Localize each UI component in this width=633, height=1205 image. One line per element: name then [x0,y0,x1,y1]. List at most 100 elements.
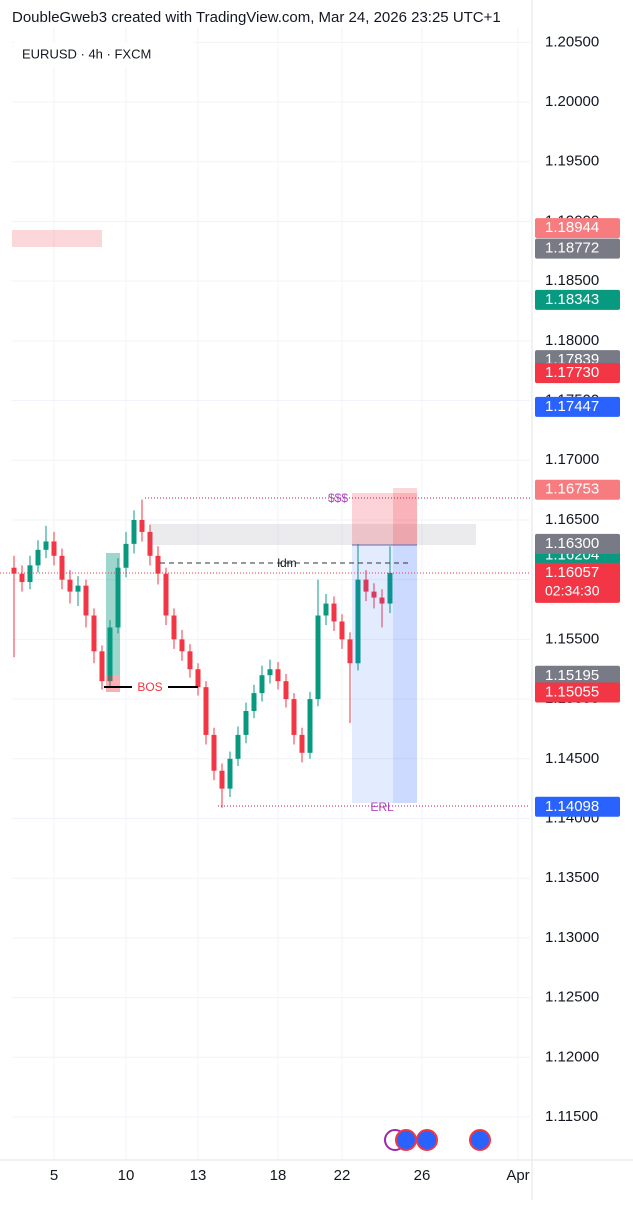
zone [393,545,417,803]
candle-body [123,543,129,568]
candle-body [371,591,377,598]
y-tick-label: 1.18000 [545,332,599,349]
candle-body [171,615,177,640]
candle-body [331,603,337,622]
drawings: $$$ ldm BOS ERL [0,230,530,814]
candle-body [211,734,217,771]
candle-body [363,579,369,592]
candle-body [11,567,17,574]
x-tick-label: 26 [414,1167,431,1184]
countdown: 02:34:30 [545,583,600,599]
price-label-text: 1.15195 [545,667,599,684]
candle-body [99,651,105,682]
candle-body [355,579,361,664]
candle-body [291,699,297,735]
y-tick-label: 1.15500 [545,630,599,647]
candle-body [59,555,65,580]
zone [393,488,417,545]
candle-body [187,651,193,670]
zone [106,553,120,675]
y-tick-label: 1.20000 [545,93,599,110]
candle-body [283,681,289,700]
price-label [535,796,620,817]
x-tick-label: 13 [190,1167,207,1184]
zone [150,524,476,545]
event-icon [469,1129,491,1151]
candle-body [163,573,169,616]
x-tick-label: 18 [270,1167,287,1184]
candle-body [379,597,385,604]
price-label-text: 1.18343 [545,291,599,308]
candle-body [91,615,97,652]
candle-body [147,531,153,556]
zone [352,493,417,545]
y-tick-label: 1.16500 [545,511,599,528]
annotation: ldm [277,556,296,570]
price-label [535,396,620,417]
candle-body [51,541,57,556]
candle-body [107,627,113,682]
candle-body [339,621,345,640]
event-icon [416,1129,438,1151]
events [384,1129,491,1151]
price-label [535,289,620,310]
price-label [535,665,620,686]
price-label [535,682,620,703]
price-label-text: 1.17730 [545,364,599,381]
y-tick-label: 1.20500 [545,33,599,50]
price-label-text: 1.16753 [545,481,599,498]
candle-body [75,585,81,592]
grid [12,28,530,1160]
candle-body [243,711,249,735]
candle-body [203,687,209,735]
y-tick-label: 1.18500 [545,272,599,289]
candle-body [323,603,329,616]
annotation: BOS [137,680,162,694]
price-label-text: 1.18772 [545,240,599,257]
price-label-text: 1.18944 [545,219,599,236]
y-tick-label: 1.17000 [545,451,599,468]
candle-body [155,555,161,574]
candle-body [299,734,305,753]
price-label [535,363,620,384]
price-label-text: 1.17447 [545,398,599,415]
candle-body [35,549,41,566]
candle-body [267,669,273,676]
candle-body [43,541,49,550]
event-icon [395,1129,417,1151]
candle-body [67,579,73,592]
candle-body [139,519,145,532]
candle-body [347,639,353,664]
annotation: ERL [370,800,394,814]
annotation: $$$ [328,491,348,505]
x-tick-label: 10 [118,1167,135,1184]
chart-title: DoubleGweb3 created with TradingView.com… [12,9,501,26]
price-label-text: 1.14098 [545,798,599,815]
zone [106,675,120,692]
y-tick-label: 1.12000 [545,1048,599,1065]
candle-body [315,615,321,700]
y-tick-label: 1.11500 [545,1108,598,1125]
price-label [535,562,620,603]
x-tick-label: 5 [50,1167,58,1184]
candle-body [115,567,121,628]
candle-body [307,699,313,753]
candle-body [259,675,265,694]
price-label [535,479,620,500]
candle-body [179,639,185,652]
x-tick-label: 22 [334,1167,351,1184]
price-label-text: 1.15055 [545,683,599,700]
y-tick-label: 1.13000 [545,929,599,946]
candle-body [131,519,137,544]
candle-body [227,758,233,789]
candle-body [235,734,241,759]
price-label [535,238,620,259]
price-label [535,218,620,239]
price-label-text: 1.16300 [545,535,599,552]
x-tick-label: Apr [506,1167,529,1184]
candle-body [387,572,393,604]
candle-body [195,669,201,688]
candle-body [19,573,25,583]
